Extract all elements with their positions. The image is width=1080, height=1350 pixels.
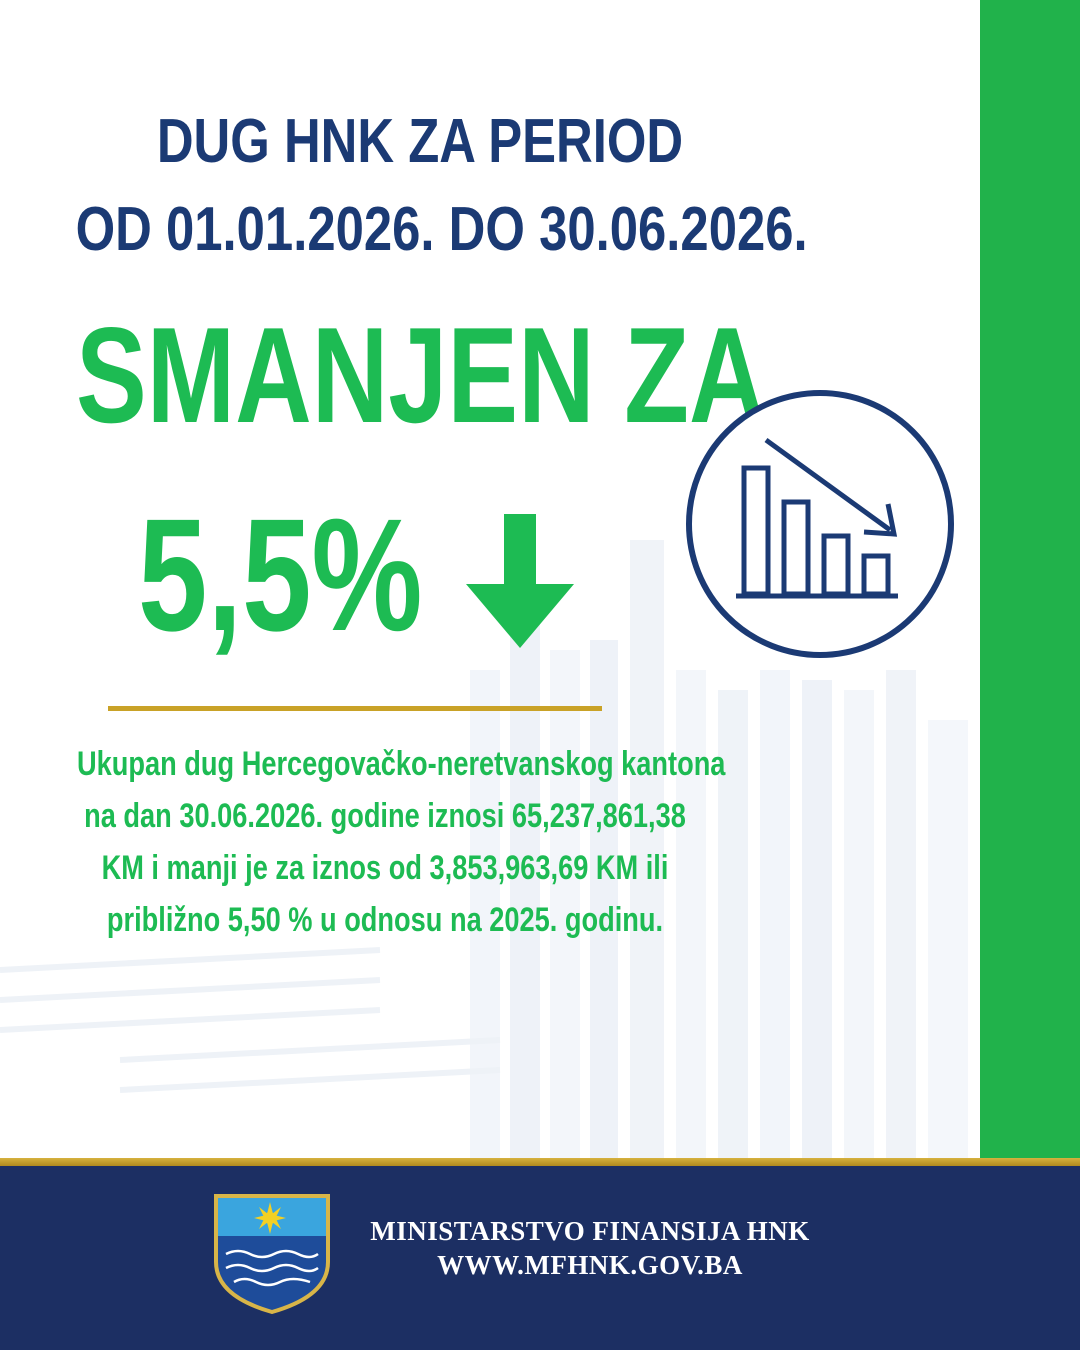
website-link[interactable]: WWW.MFHNK.GOV.BA: [437, 1250, 743, 1280]
footer-text-block: MINISTARSTVO FINANSIJA HNK WWW.MFHNK.GOV…: [340, 1214, 840, 1282]
ministry-name: MINISTARSTVO FINANSIJA HNK: [370, 1216, 810, 1246]
description-line: KM i manji je za iznos od 3,853,963,69 K…: [101, 849, 669, 887]
footer-gold-stripe: [0, 1158, 1080, 1166]
headline-text: SMANJEN ZA: [76, 299, 766, 451]
decrease-percentage: 5,5%: [138, 485, 423, 664]
description-line: približno 5,50 % u odnosu na 2025. godin…: [106, 901, 664, 939]
title-line-2: OD 01.01.2026. DO 30.06.2026.: [75, 195, 808, 264]
description-paragraph: Ukupan dug Hercegovačko-neretvanskog kan…: [0, 738, 770, 946]
side-accent-bar: [980, 0, 1080, 1158]
declining-chart-icon: [686, 390, 954, 658]
description-line: Ukupan dug Hercegovačko-neretvanskog kan…: [77, 745, 726, 783]
title-line-1: DUG HNK ZA PERIOD: [156, 107, 684, 176]
footer-bar: [0, 1158, 1080, 1350]
coat-of-arms-icon: [214, 1194, 330, 1314]
description-line: na dan 30.06.2026. godine iznosi 65,237,…: [84, 797, 686, 835]
background-lines-decoration: [0, 947, 501, 1093]
down-arrow-icon: [466, 514, 574, 648]
gold-divider: [108, 706, 602, 711]
